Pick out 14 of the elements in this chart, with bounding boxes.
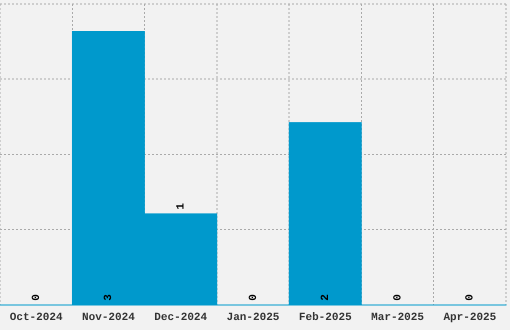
data-label: 3 <box>103 294 116 301</box>
data-label: 1 <box>175 202 188 210</box>
data-label: 0 <box>30 294 43 301</box>
x-tick-label: Jan-2025 <box>226 312 280 324</box>
x-tick-label: Mar-2025 <box>371 312 424 324</box>
x-tick-label: Oct-2024 <box>10 312 63 324</box>
data-label: 0 <box>464 294 477 301</box>
x-tick-label: Apr-2025 <box>443 312 497 324</box>
data-label: 0 <box>248 294 260 301</box>
data-label: 2 <box>320 294 332 301</box>
x-tick-label: Dec-2024 <box>154 312 208 324</box>
data-label: 0 <box>392 294 404 301</box>
x-tick-label: Nov-2024 <box>82 312 136 324</box>
x-tick-label: Feb-2025 <box>298 312 352 324</box>
